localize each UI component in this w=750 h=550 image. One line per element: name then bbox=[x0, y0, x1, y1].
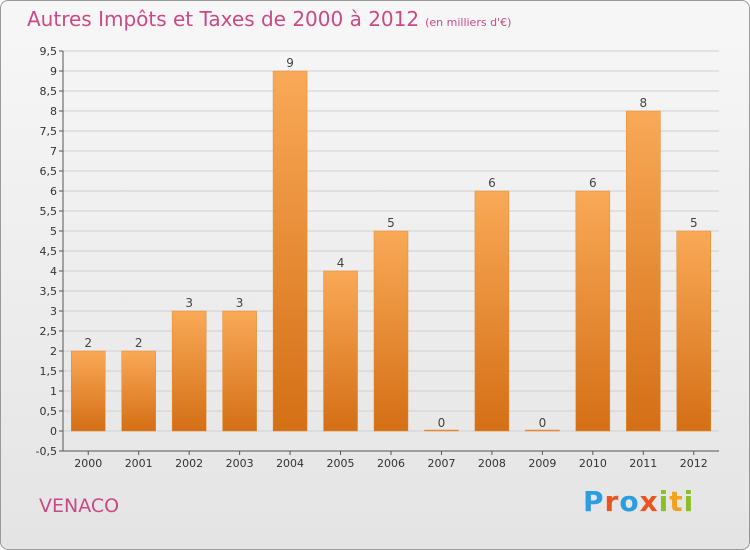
y-tick-label: 3 bbox=[50, 305, 57, 318]
y-tick-label: 5,5 bbox=[40, 205, 58, 218]
bar-2011 bbox=[626, 110, 661, 432]
value-label: 8 bbox=[639, 96, 647, 110]
y-tick-label: 0 bbox=[50, 425, 57, 438]
y-tick-label: 8,5 bbox=[40, 85, 58, 98]
y-tick-label: 1 bbox=[50, 385, 57, 398]
bar-2001 bbox=[121, 350, 156, 432]
y-tick-label: 7,5 bbox=[40, 125, 58, 138]
x-tick-label: 2004 bbox=[276, 457, 304, 470]
x-tick-label: 2002 bbox=[175, 457, 203, 470]
x-tick-label: 2008 bbox=[478, 457, 506, 470]
value-label: 2 bbox=[135, 336, 143, 350]
y-tick-label: 2 bbox=[50, 345, 57, 358]
y-tick-label: 6 bbox=[50, 185, 57, 198]
logo-letter: i bbox=[658, 485, 670, 518]
value-label: 9 bbox=[286, 56, 294, 70]
y-tick-label: 5 bbox=[50, 225, 57, 238]
y-tick-label: 4,5 bbox=[40, 245, 58, 258]
y-tick-label: 4 bbox=[50, 265, 57, 278]
value-label: 4 bbox=[337, 256, 345, 270]
value-label: 5 bbox=[690, 216, 698, 230]
y-tick-label: 1,5 bbox=[40, 365, 58, 378]
x-tick-label: 2005 bbox=[327, 457, 355, 470]
value-label: 2 bbox=[84, 336, 92, 350]
chart-unit: (en milliers d'€) bbox=[425, 16, 512, 29]
value-label: 0 bbox=[539, 416, 547, 430]
logo-letter: P bbox=[583, 485, 605, 518]
y-tick-label: 6,5 bbox=[40, 165, 58, 178]
value-label: 0 bbox=[438, 416, 446, 430]
logo-letter: o bbox=[619, 485, 640, 518]
logo-letter: x bbox=[639, 485, 659, 518]
value-label: 6 bbox=[589, 176, 597, 190]
x-tick-label: 2006 bbox=[377, 457, 405, 470]
y-tick-label: 0,5 bbox=[40, 405, 58, 418]
x-tick-label: 2000 bbox=[74, 457, 102, 470]
bar-2008 bbox=[474, 190, 510, 432]
bar-2012 bbox=[676, 230, 712, 432]
y-tick-label: 7 bbox=[50, 145, 57, 158]
x-tick-label: 2001 bbox=[125, 457, 153, 470]
y-tick-label: 2,5 bbox=[40, 325, 58, 338]
x-tick-label: 2012 bbox=[680, 457, 708, 470]
y-tick-label: 3,5 bbox=[40, 285, 58, 298]
x-tick-label: 2009 bbox=[528, 457, 556, 470]
bar-2004 bbox=[272, 70, 308, 432]
value-label: 6 bbox=[488, 176, 496, 190]
logo-letter: i bbox=[683, 485, 695, 518]
chart-title: Autres Impôts et Taxes de 2000 à 2012 (en… bbox=[27, 7, 512, 31]
x-tick-label: 2003 bbox=[226, 457, 254, 470]
x-tick-label: 2007 bbox=[427, 457, 455, 470]
value-label: 3 bbox=[185, 296, 193, 310]
value-label: 5 bbox=[387, 216, 395, 230]
commune-name: VENACO bbox=[39, 495, 120, 517]
x-tick-label: 2011 bbox=[629, 457, 657, 470]
y-tick-label: -0,5 bbox=[36, 445, 57, 458]
bar-2000 bbox=[70, 350, 106, 432]
bar-2002 bbox=[171, 310, 207, 432]
bar-2010 bbox=[575, 190, 611, 432]
bar-2009 bbox=[525, 429, 560, 432]
logo-letter: r bbox=[604, 485, 620, 518]
logo-letter: t bbox=[669, 485, 684, 518]
bar-2005 bbox=[323, 270, 358, 432]
y-tick-label: 9 bbox=[50, 65, 57, 78]
x-tick-label: 2010 bbox=[579, 457, 607, 470]
value-label: 3 bbox=[236, 296, 244, 310]
y-tick-label: 8 bbox=[50, 105, 57, 118]
proxiti-logo: Proxiti bbox=[583, 485, 694, 518]
bar-2006 bbox=[373, 230, 409, 432]
bar-2003 bbox=[222, 310, 257, 432]
bar-2007 bbox=[424, 429, 459, 432]
y-tick-label: 9,5 bbox=[40, 45, 58, 58]
